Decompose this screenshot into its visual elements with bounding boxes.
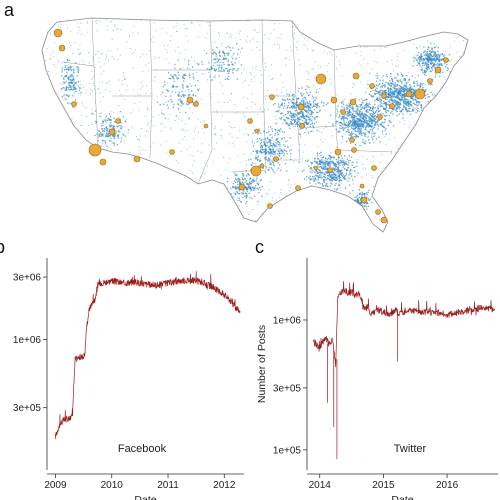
city-marker	[427, 78, 433, 84]
city-marker	[375, 209, 381, 215]
city-marker	[295, 185, 301, 191]
y-axis-title: Number of Posts	[256, 325, 268, 403]
city-marker	[115, 118, 121, 124]
city-marker	[238, 183, 246, 191]
city-marker	[371, 165, 377, 171]
panel-c-label: c	[255, 237, 264, 257]
city-marker	[359, 183, 365, 189]
series-line	[313, 281, 496, 368]
city-marker	[377, 114, 383, 120]
city-marker	[389, 103, 395, 109]
city-marker	[203, 123, 209, 129]
city-marker	[250, 165, 262, 177]
city-marker	[330, 96, 338, 104]
series-annotation: Twitter	[394, 443, 427, 455]
x-tick-label: 2014	[309, 480, 332, 491]
city-marker	[297, 103, 305, 111]
city-marker	[269, 94, 275, 100]
city-marker	[434, 66, 442, 74]
x-axis-title: Date	[391, 494, 413, 500]
twitter-chart: c 2014 2015 2016 1e+05 3e+05 1e+06 Date Number …	[255, 237, 498, 500]
city-marker	[193, 101, 199, 107]
panel-a-label: a	[4, 0, 15, 20]
y-tick-label: 1e+05	[273, 445, 302, 456]
city-marker	[351, 147, 357, 153]
us-outline	[41, 17, 469, 233]
city-marker	[88, 143, 102, 157]
city-marker	[169, 149, 175, 155]
city-marker	[414, 88, 426, 100]
city-marker	[99, 158, 107, 166]
city-marker	[267, 203, 273, 209]
y-tick-label: 3e+05	[13, 403, 42, 414]
city-marker	[273, 156, 279, 162]
city-marker	[405, 90, 413, 98]
city-marker	[71, 101, 77, 107]
city-marker	[133, 155, 141, 163]
panel-b-label: b	[0, 237, 5, 257]
city-marker	[299, 123, 305, 129]
city-marker	[380, 216, 388, 224]
city-marker	[254, 128, 260, 134]
city-marker	[443, 57, 449, 63]
x-axis-title: Date	[134, 494, 156, 500]
city-marker	[315, 73, 327, 85]
series-annotation: Facebook	[118, 443, 167, 455]
us-map: a	[4, 0, 469, 233]
y-tick-label: 3e+05	[273, 383, 302, 394]
city-marker	[53, 28, 63, 38]
y-tick-label: 1e+06	[13, 335, 42, 346]
city-marker	[352, 72, 360, 80]
city-marker	[349, 137, 355, 143]
series-line	[55, 271, 241, 439]
x-tick-label: 2009	[44, 480, 67, 491]
city-marker	[313, 165, 319, 171]
city-marker	[108, 128, 116, 136]
city-marker	[360, 196, 368, 204]
x-tick-label: 2010	[101, 480, 124, 491]
x-tick-label: 2015	[372, 480, 395, 491]
y-tick-label: 3e+06	[13, 273, 42, 284]
x-tick-label: 2011	[157, 480, 179, 491]
x-tick-label: 2016	[436, 480, 459, 491]
city-markers	[53, 28, 449, 224]
city-marker	[334, 148, 342, 156]
facebook-chart: b 2009 2010 2011 2012 3e+05 1e+06 3e+06 Date Fac…	[0, 237, 244, 500]
city-marker	[247, 118, 253, 124]
x-tick-label: 2012	[213, 480, 236, 491]
city-marker	[58, 44, 66, 52]
city-marker	[259, 163, 265, 169]
city-marker	[381, 93, 387, 99]
y-tick-label: 1e+06	[273, 315, 302, 326]
city-marker	[369, 83, 375, 89]
city-marker	[327, 167, 333, 173]
city-marker	[349, 98, 357, 106]
city-marker	[186, 96, 194, 104]
city-marker	[340, 109, 346, 115]
